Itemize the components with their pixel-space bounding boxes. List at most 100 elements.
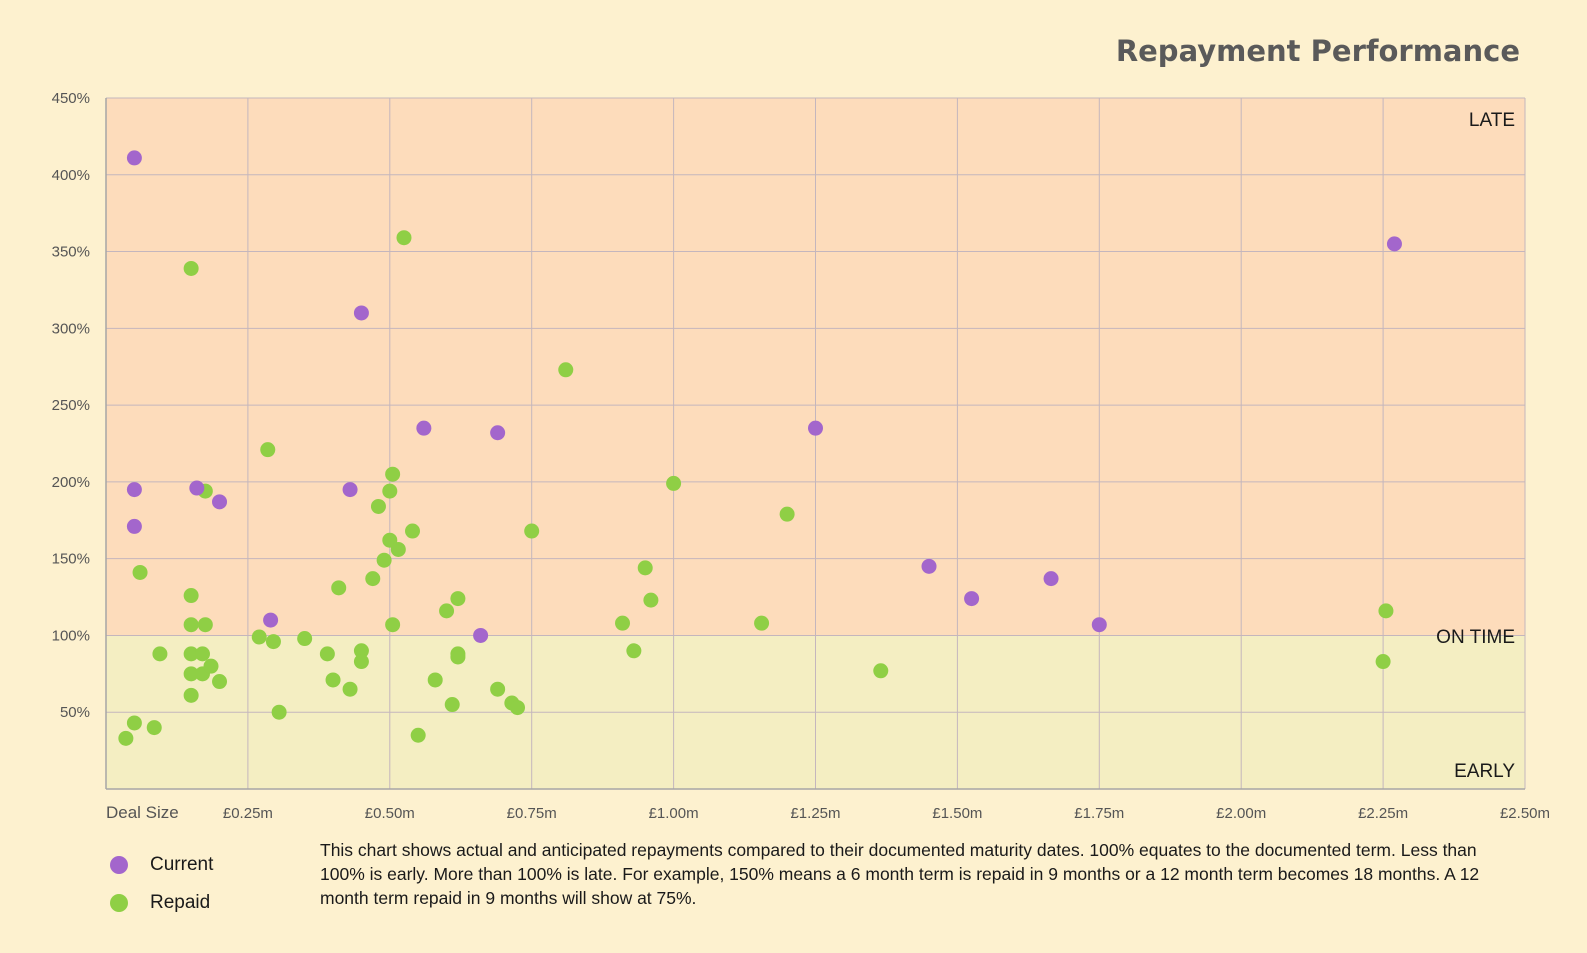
current-point xyxy=(212,494,228,510)
repaid-point xyxy=(118,730,134,746)
current-point xyxy=(490,425,506,441)
current-point xyxy=(964,591,980,607)
current-point xyxy=(1043,571,1059,587)
repaid-point xyxy=(265,634,281,650)
repaid-point xyxy=(132,564,148,580)
repaid-point xyxy=(390,541,406,557)
repaid-point xyxy=(439,603,455,619)
repaid-point xyxy=(342,681,358,697)
y-tick-label: 150% xyxy=(52,551,90,568)
repaid-point xyxy=(251,629,267,645)
repaid-point xyxy=(183,617,199,633)
current-point xyxy=(1386,236,1402,252)
repaid-point xyxy=(450,649,466,665)
current-point xyxy=(473,627,489,643)
current-point xyxy=(353,305,369,321)
y-tick-label: 250% xyxy=(52,397,90,414)
repaid-point xyxy=(183,666,199,682)
x-tick-label: £0.50m xyxy=(365,805,415,822)
repaid-point xyxy=(779,506,795,522)
repaid-point xyxy=(558,362,574,378)
current-point xyxy=(126,482,142,498)
repaid-point xyxy=(353,643,369,659)
repaid-point xyxy=(626,643,642,659)
repaid-point xyxy=(754,615,770,631)
repaid-point xyxy=(396,230,412,246)
x-tick-label: £2.00m xyxy=(1216,805,1266,822)
legend-item-repaid: Repaid xyxy=(110,884,213,922)
repaid-point xyxy=(427,672,443,688)
y-tick-label: 100% xyxy=(52,627,90,644)
x-tick-label: £1.25m xyxy=(790,805,840,822)
repaid-point xyxy=(183,588,199,604)
repaid-point xyxy=(194,646,210,662)
repaid-point xyxy=(260,442,276,458)
repaid-point xyxy=(365,571,381,587)
repaid-point xyxy=(271,704,287,720)
repaid-point xyxy=(183,687,199,703)
repaid-point xyxy=(450,591,466,607)
x-tick-label: £1.50m xyxy=(932,805,982,822)
current-point xyxy=(808,420,823,436)
repaid-point xyxy=(183,646,199,662)
repaid-point xyxy=(325,672,341,688)
y-tick-label: 350% xyxy=(52,244,90,261)
current-point xyxy=(416,420,432,436)
legend-marker-current xyxy=(110,856,128,874)
zone-label-late: LATE xyxy=(1469,110,1515,131)
x-tick-label: £2.25m xyxy=(1358,805,1408,822)
repaid-point xyxy=(152,646,168,662)
repaid-point xyxy=(353,654,369,670)
repaid-point xyxy=(382,483,398,499)
chart-title: Repayment Performance xyxy=(1116,34,1520,68)
repaid-point xyxy=(510,700,526,716)
x-axis-label: Deal Size xyxy=(106,803,179,822)
repaid-point xyxy=(385,617,401,633)
repaid-point xyxy=(490,681,506,697)
y-tick-label: 200% xyxy=(52,474,90,491)
repaid-point xyxy=(376,552,392,568)
repaid-point xyxy=(197,617,213,633)
current-point xyxy=(189,480,205,496)
repaid-point xyxy=(643,592,659,608)
legend-item-current: Current xyxy=(110,846,213,884)
repaid-point xyxy=(637,560,653,576)
current-point xyxy=(126,150,142,166)
legend: Current Repaid xyxy=(110,846,213,922)
repaid-point xyxy=(410,727,426,743)
zone-label-early: EARLY xyxy=(1454,761,1515,782)
y-tick-label: 400% xyxy=(52,167,90,184)
chart-description: This chart shows actual and anticipated … xyxy=(320,840,1480,908)
repaid-point xyxy=(405,523,421,539)
repaid-point xyxy=(331,580,347,596)
repaid-point xyxy=(873,663,889,679)
current-point xyxy=(1091,617,1107,633)
repaid-point xyxy=(385,466,401,482)
repaid-point xyxy=(1375,654,1391,670)
repaid-point xyxy=(297,631,313,647)
legend-label-current: Current xyxy=(150,854,214,875)
zone-label-on-time: ON TIME xyxy=(1436,627,1515,648)
y-tick-label: 450% xyxy=(52,90,90,107)
y-tick-label: 300% xyxy=(52,320,90,337)
repaid-point xyxy=(524,523,540,539)
repaid-point xyxy=(212,674,228,690)
x-tick-label: £2.50m xyxy=(1500,805,1550,822)
repaid-point xyxy=(183,260,199,276)
current-point xyxy=(263,612,279,628)
repaid-point xyxy=(370,498,386,514)
x-tick-label: £0.25m xyxy=(223,805,273,822)
legend-marker-repaid xyxy=(110,894,128,912)
x-tick-label: £0.75m xyxy=(507,805,557,822)
x-tick-label: £1.00m xyxy=(649,805,699,822)
legend-label-repaid: Repaid xyxy=(150,892,211,913)
current-point xyxy=(126,518,142,534)
current-point xyxy=(342,482,358,498)
x-tick-label: £1.75m xyxy=(1074,805,1124,822)
repaid-point xyxy=(666,475,682,491)
repaid-point xyxy=(615,615,631,631)
repaid-point xyxy=(146,720,162,736)
y-tick-label: 50% xyxy=(60,704,90,721)
repaid-point xyxy=(126,715,142,731)
repaid-point xyxy=(203,658,219,674)
